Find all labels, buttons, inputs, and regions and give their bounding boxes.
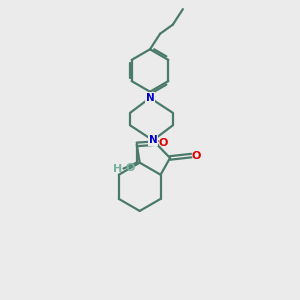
Text: O: O [126,163,135,173]
Text: O: O [192,151,201,160]
Text: O: O [159,138,168,148]
Text: H: H [113,164,122,173]
Text: N: N [146,93,154,103]
Text: N: N [148,135,157,145]
